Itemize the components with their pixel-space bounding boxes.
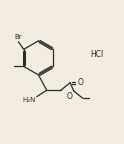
Text: O: O — [66, 92, 72, 101]
Text: O: O — [78, 78, 84, 87]
Text: H₂N: H₂N — [22, 97, 36, 103]
Text: HCl: HCl — [91, 50, 104, 59]
Text: Br: Br — [14, 34, 22, 40]
